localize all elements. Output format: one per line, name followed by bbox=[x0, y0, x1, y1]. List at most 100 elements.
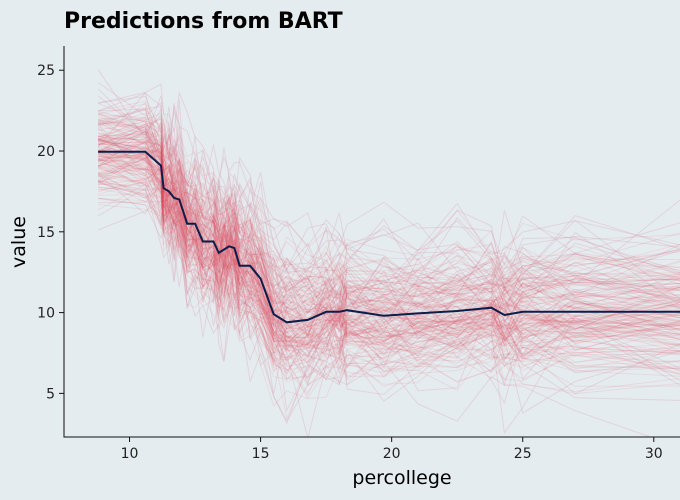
prediction-trace bbox=[98, 160, 680, 354]
y-axis: 5 10 15 20 25 bbox=[37, 63, 64, 402]
prediction-trace bbox=[98, 167, 680, 354]
prediction-trace bbox=[98, 159, 680, 362]
mean-prediction-line bbox=[98, 150, 680, 324]
prediction-trace bbox=[97, 165, 680, 369]
x-axis-label: percollege bbox=[352, 467, 451, 489]
prediction-trace bbox=[98, 141, 680, 323]
prediction-trace bbox=[98, 156, 680, 372]
faint-trace bbox=[97, 69, 680, 290]
prediction-trace bbox=[97, 131, 680, 339]
prediction-trace bbox=[98, 154, 680, 357]
prediction-trace bbox=[97, 149, 680, 353]
prediction-trace bbox=[97, 132, 680, 350]
faint-trace bbox=[97, 109, 680, 328]
x-tick-label: 20 bbox=[383, 446, 401, 462]
prediction-trace bbox=[97, 139, 680, 325]
prediction-trace bbox=[97, 122, 680, 294]
y-tick-label: 10 bbox=[37, 306, 55, 322]
prediction-trace bbox=[97, 143, 680, 342]
x-tick-label: 25 bbox=[514, 446, 532, 462]
prediction-trace bbox=[98, 145, 680, 347]
prediction-trace bbox=[98, 100, 680, 257]
prediction-trace bbox=[98, 204, 680, 407]
faint-trace bbox=[98, 105, 680, 297]
prediction-trace bbox=[98, 120, 680, 304]
prediction-trace bbox=[98, 118, 680, 292]
faint-trace-layer bbox=[97, 69, 680, 437]
faint-trace bbox=[97, 133, 680, 331]
prediction-trace bbox=[98, 186, 680, 381]
prediction-trace bbox=[98, 171, 680, 358]
prediction-trace bbox=[97, 136, 680, 344]
faint-trace bbox=[97, 180, 680, 402]
faint-trace bbox=[97, 125, 680, 324]
y-tick-label: 15 bbox=[37, 225, 55, 241]
faint-trace bbox=[97, 157, 680, 380]
prediction-trace bbox=[97, 181, 680, 362]
faint-trace bbox=[97, 108, 680, 340]
prediction-trace bbox=[97, 124, 680, 311]
prediction-trace bbox=[97, 112, 680, 298]
prediction-trace bbox=[97, 160, 680, 356]
prediction-trace bbox=[98, 149, 680, 338]
prediction-trace bbox=[97, 152, 680, 355]
prediction-trace bbox=[97, 179, 680, 373]
prediction-trace bbox=[97, 168, 680, 369]
prediction-trace bbox=[97, 157, 680, 348]
prediction-trace bbox=[98, 142, 680, 360]
faint-trace bbox=[97, 187, 652, 437]
prediction-trace bbox=[97, 126, 680, 337]
y-axis-label: value bbox=[8, 216, 30, 268]
prediction-trace bbox=[98, 142, 680, 334]
prediction-trace bbox=[97, 139, 680, 339]
faint-trace bbox=[97, 130, 680, 323]
prediction-trace bbox=[98, 160, 680, 358]
prediction-trace bbox=[98, 154, 680, 358]
prediction-trace bbox=[98, 132, 680, 328]
prediction-trace bbox=[98, 136, 680, 317]
y-tick-label: 20 bbox=[37, 144, 55, 160]
faint-trace bbox=[98, 181, 680, 387]
faint-trace bbox=[97, 158, 680, 358]
faint-trace bbox=[98, 138, 680, 387]
prediction-trace bbox=[98, 146, 680, 326]
prediction-trace bbox=[97, 158, 680, 377]
prediction-trace bbox=[98, 127, 680, 326]
x-tick-label: 30 bbox=[645, 446, 663, 462]
prediction-trace bbox=[97, 155, 680, 333]
prediction-trace bbox=[97, 152, 680, 364]
faint-trace bbox=[97, 127, 680, 351]
prediction-trace bbox=[98, 143, 680, 336]
prediction-trace bbox=[97, 140, 680, 321]
prediction-trace bbox=[97, 167, 680, 367]
prediction-trace bbox=[97, 115, 680, 294]
faint-trace bbox=[98, 117, 680, 347]
prediction-trace bbox=[97, 130, 680, 352]
faint-trace bbox=[97, 95, 680, 299]
faint-trace bbox=[98, 187, 680, 413]
prediction-trace bbox=[98, 168, 680, 374]
prediction-trace bbox=[98, 164, 680, 351]
prediction-trace bbox=[98, 193, 680, 400]
prediction-trace bbox=[98, 163, 680, 363]
prediction-trace bbox=[97, 162, 680, 362]
x-tick-label: 10 bbox=[121, 446, 139, 462]
prediction-trace bbox=[97, 147, 680, 352]
prediction-trace bbox=[97, 159, 680, 373]
prediction-trace bbox=[97, 125, 680, 335]
prediction-trace bbox=[98, 180, 680, 396]
prediction-trace bbox=[97, 132, 680, 320]
prediction-trace bbox=[98, 148, 680, 319]
prediction-trace bbox=[98, 136, 680, 315]
prediction-trace bbox=[98, 151, 680, 348]
faint-trace bbox=[97, 191, 680, 405]
y-tick-label: 25 bbox=[37, 63, 55, 79]
prediction-trace bbox=[97, 177, 680, 386]
faint-trace bbox=[97, 172, 680, 386]
prediction-trace bbox=[97, 123, 680, 308]
prediction-trace bbox=[97, 102, 680, 297]
plot-frame bbox=[63, 46, 680, 438]
faint-trace bbox=[97, 173, 680, 425]
prediction-trace bbox=[98, 172, 680, 367]
prediction-trace bbox=[98, 151, 680, 341]
